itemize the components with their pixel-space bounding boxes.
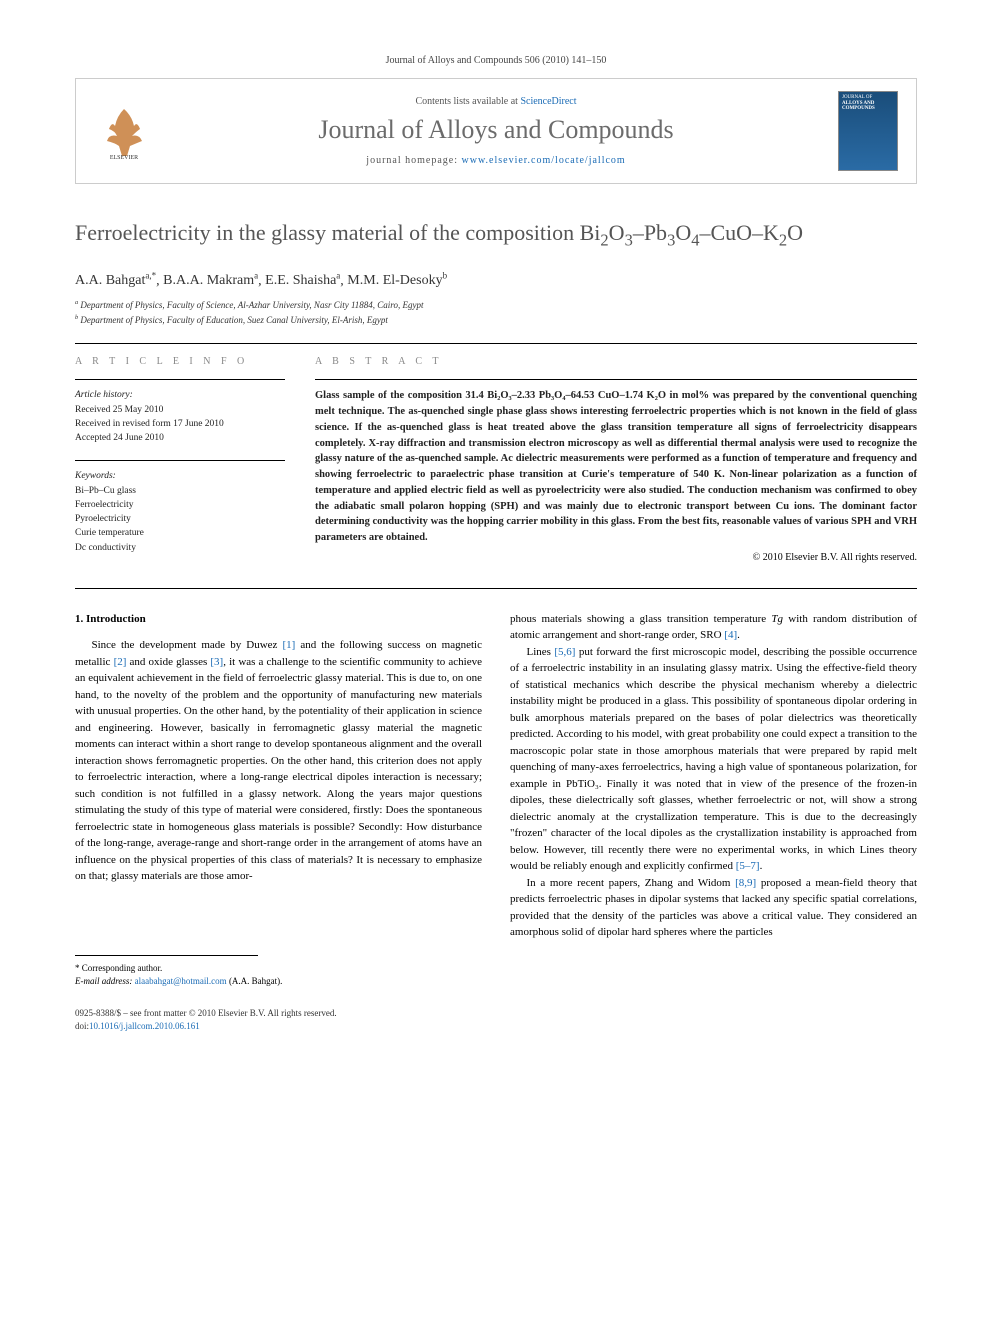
ref-link-1[interactable]: [1] — [282, 639, 295, 651]
footer-copyright: 0925-8388/$ – see front matter © 2010 El… — [75, 1007, 917, 1021]
article-info-column: A R T I C L E I N F O Article history: R… — [75, 356, 285, 570]
info-rule-1 — [75, 379, 285, 380]
journal-cover-icon: JOURNAL OF ALLOYS AND COMPOUNDS — [838, 91, 898, 171]
contents-prefix: Contents lists available at — [415, 96, 520, 107]
sciencedirect-link[interactable]: ScienceDirect — [520, 96, 576, 107]
keyword-2: Pyroelectricity — [75, 512, 285, 526]
corresponding-footnote: * Corresponding author. — [75, 962, 482, 976]
keywords-label: Keywords: — [75, 469, 285, 483]
article-title: Ferroelectricity in the glassy material … — [75, 219, 917, 251]
body-paragraph-1: Since the development made by Duwez [1] … — [75, 637, 482, 885]
article-history-block: Article history: Received 25 May 2010 Re… — [75, 388, 285, 445]
keyword-1: Ferroelectricity — [75, 498, 285, 512]
header-citation: Journal of Alloys and Compounds 506 (201… — [75, 55, 917, 66]
ref-link-3[interactable]: [3] — [210, 656, 223, 668]
email-attribution: (A.A. Bahgat). — [229, 976, 283, 986]
ref-link-89[interactable]: [8,9] — [735, 877, 756, 889]
body-column-left: 1. Introduction Since the development ma… — [75, 611, 482, 989]
footer-doi-line: doi:10.1016/j.jallcom.2010.06.161 — [75, 1020, 917, 1034]
author-4: M.M. El-Desokyb — [347, 273, 447, 288]
top-rule — [75, 343, 917, 344]
ref-link-4[interactable]: [4] — [724, 629, 737, 641]
affiliation-a: a Department of Physics, Faculty of Scie… — [75, 299, 917, 310]
author-2: B.A.A. Makrama — [163, 273, 258, 288]
contents-available-line: Contents lists available at ScienceDirec… — [169, 96, 823, 107]
journal-banner: ELSEVIER Contents lists available at Sci… — [75, 78, 917, 184]
body-column-right: phous materials showing a glass transiti… — [510, 611, 917, 989]
abstract-header: A B S T R A C T — [315, 356, 917, 367]
homepage-prefix: journal homepage: — [366, 155, 461, 166]
keyword-0: Bi–Pb–Cu glass — [75, 484, 285, 498]
elsevier-tree-icon: ELSEVIER — [97, 101, 152, 161]
journal-name: Journal of Alloys and Compounds — [169, 115, 823, 145]
body-columns: 1. Introduction Since the development ma… — [75, 611, 917, 989]
info-rule-2 — [75, 460, 285, 461]
received-date: Received 25 May 2010 — [75, 403, 285, 417]
journal-cover-box: JOURNAL OF ALLOYS AND COMPOUNDS — [838, 91, 898, 171]
abstract-column: A B S T R A C T Glass sample of the comp… — [315, 356, 917, 570]
page-container: Journal of Alloys and Compounds 506 (201… — [0, 0, 992, 1074]
author-3: E.E. Shaishaa — [265, 273, 340, 288]
email-label: E-mail address: — [75, 976, 132, 986]
doi-prefix: doi: — [75, 1021, 89, 1031]
elsevier-logo-box: ELSEVIER — [94, 99, 154, 164]
keyword-3: Curie temperature — [75, 526, 285, 540]
keyword-4: Dc conductivity — [75, 541, 285, 555]
mid-rule — [75, 588, 917, 589]
accepted-date: Accepted 24 June 2010 — [75, 431, 285, 445]
abstract-text: Glass sample of the composition 31.4 Bi₂… — [315, 388, 917, 546]
history-label: Article history: — [75, 388, 285, 402]
body-paragraph-2-cont: phous materials showing a glass transiti… — [510, 611, 917, 644]
homepage-link[interactable]: www.elsevier.com/locate/jallcom — [462, 155, 626, 166]
svg-text:ELSEVIER: ELSEVIER — [109, 155, 137, 161]
authors-line: A.A. Bahgata,*, B.A.A. Makrama, E.E. Sha… — [75, 271, 917, 290]
info-abstract-row: A R T I C L E I N F O Article history: R… — [75, 356, 917, 570]
body-paragraph-3: Lines [5,6] put forward the first micros… — [510, 644, 917, 875]
email-footnote: E-mail address: alaabahgat@hotmail.com (… — [75, 975, 482, 989]
keywords-block: Keywords: Bi–Pb–Cu glass Ferroelectricit… — [75, 469, 285, 555]
section-1-title: 1. Introduction — [75, 611, 482, 628]
ref-link-57[interactable]: [5–7] — [736, 860, 760, 872]
ref-link-56[interactable]: [5,6] — [554, 646, 575, 658]
homepage-line: journal homepage: www.elsevier.com/locat… — [169, 155, 823, 166]
ref-link-2[interactable]: [2] — [114, 656, 127, 668]
footnote-rule — [75, 955, 258, 956]
cover-text-main: ALLOYS AND COMPOUNDS — [842, 101, 894, 112]
author-1: A.A. Bahgata,* — [75, 273, 156, 288]
abstract-copyright: © 2010 Elsevier B.V. All rights reserved… — [315, 552, 917, 563]
info-header: A R T I C L E I N F O — [75, 356, 285, 367]
revised-date: Received in revised form 17 June 2010 — [75, 417, 285, 431]
abstract-rule — [315, 379, 917, 380]
email-link[interactable]: alaabahgat@hotmail.com — [135, 976, 227, 986]
affiliation-b: b Department of Physics, Faculty of Educ… — [75, 314, 917, 325]
body-paragraph-4: In a more recent papers, Zhang and Widom… — [510, 875, 917, 941]
doi-link[interactable]: 10.1016/j.jallcom.2010.06.161 — [89, 1021, 200, 1031]
page-footer: 0925-8388/$ – see front matter © 2010 El… — [75, 1007, 917, 1034]
banner-center: Contents lists available at ScienceDirec… — [169, 96, 823, 166]
